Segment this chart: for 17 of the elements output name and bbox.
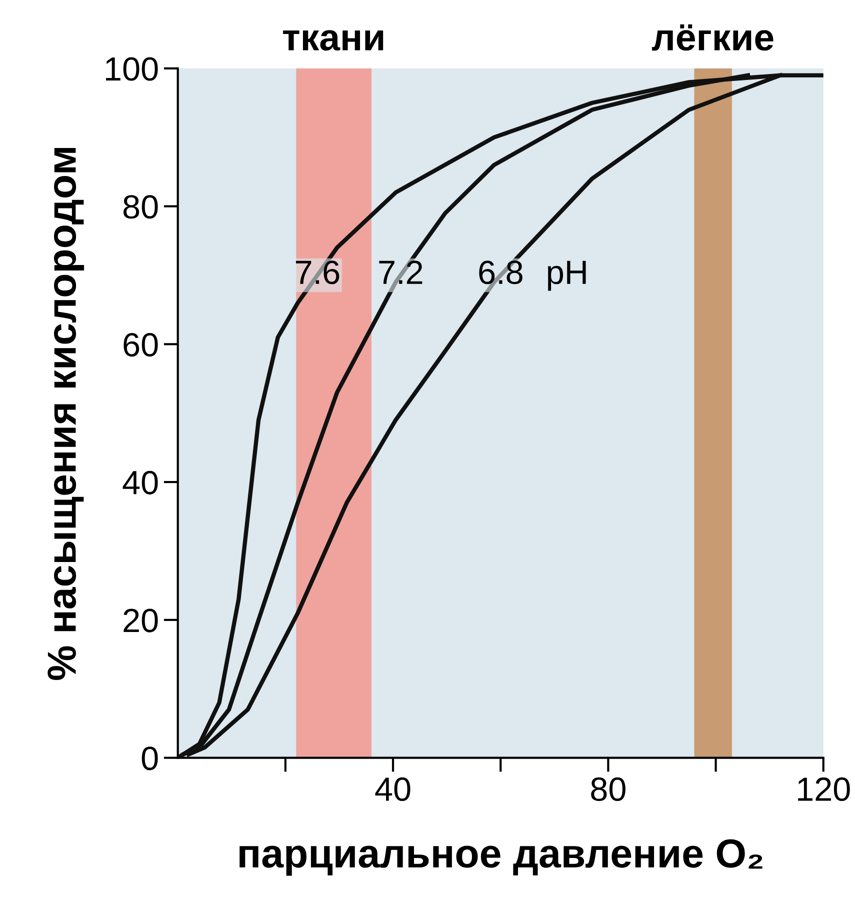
series-label: 6.8 [479,260,522,284]
y-tick-label: 60 [124,332,158,357]
series-label: 7.6 [296,260,340,284]
series-label: 7.2 [379,260,422,284]
y-axis-title: % насыщения кислородом [48,148,84,680]
x-tick-label: 120 [798,777,850,802]
x-tick-label: 40 [375,777,410,802]
y-tick-label: 0 [142,746,158,770]
y-tick-label: 20 [124,608,158,632]
band-label: ткани [283,30,384,51]
y-tick-label: 100 [106,57,158,81]
annotation: pH [548,260,586,291]
band-label: лёгкие [652,24,774,51]
x-axis-title: парциальное давление O₂ [240,839,762,876]
y-tick-label: 40 [122,470,158,494]
y-tick-label: 80 [123,195,158,219]
x-tick-label: 80 [591,777,626,802]
